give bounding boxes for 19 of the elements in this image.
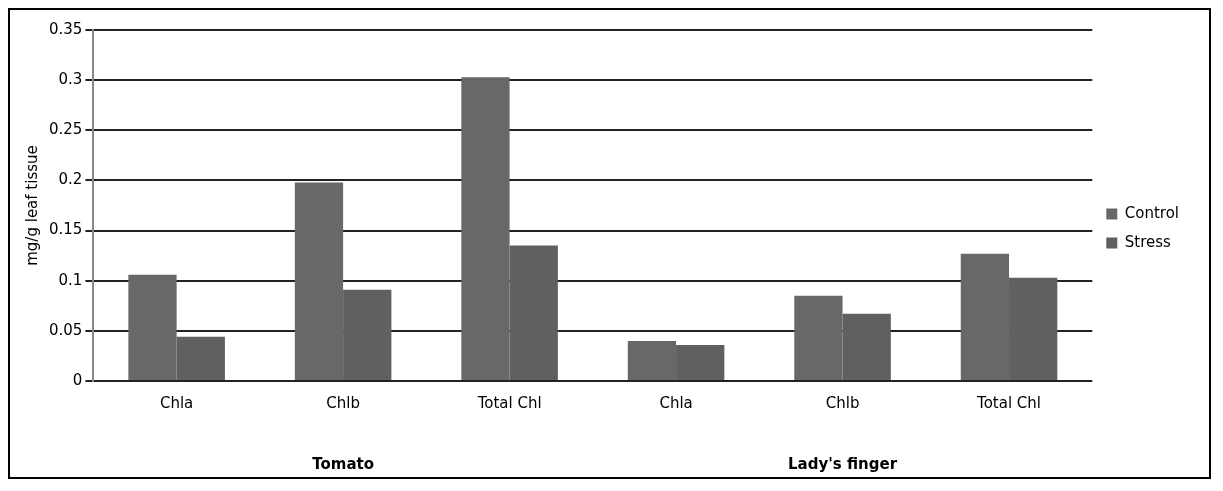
text: Tomato — [312, 454, 375, 473]
x-tick-label: Chlb — [326, 393, 360, 412]
y-tick-label: 0.1 — [58, 270, 83, 289]
y-axis-title: mg/g leaf tissue — [22, 145, 41, 266]
y-tick-label: 0.15 — [48, 220, 83, 239]
x-tick-label: Chla — [659, 393, 693, 412]
y-tick-label: 0.25 — [48, 120, 83, 139]
legend-label: Control — [1124, 203, 1180, 222]
y-tick-label: 0 — [72, 370, 83, 389]
y-tick-label: 0.35 — [48, 19, 83, 38]
x-tick-label: Chlb — [825, 393, 860, 412]
y-tick-label: 0.2 — [58, 170, 83, 189]
text: Lady's finger — [788, 454, 898, 473]
x-tick-label: Chla — [159, 393, 194, 412]
legend-label: Stress — [1124, 232, 1172, 251]
x-tick-label: Total Chl — [976, 393, 1042, 412]
x-tick-label: Total Chl — [476, 393, 542, 412]
y-tick-label: 0.3 — [58, 70, 83, 89]
y-tick-label: 0.05 — [48, 320, 83, 339]
